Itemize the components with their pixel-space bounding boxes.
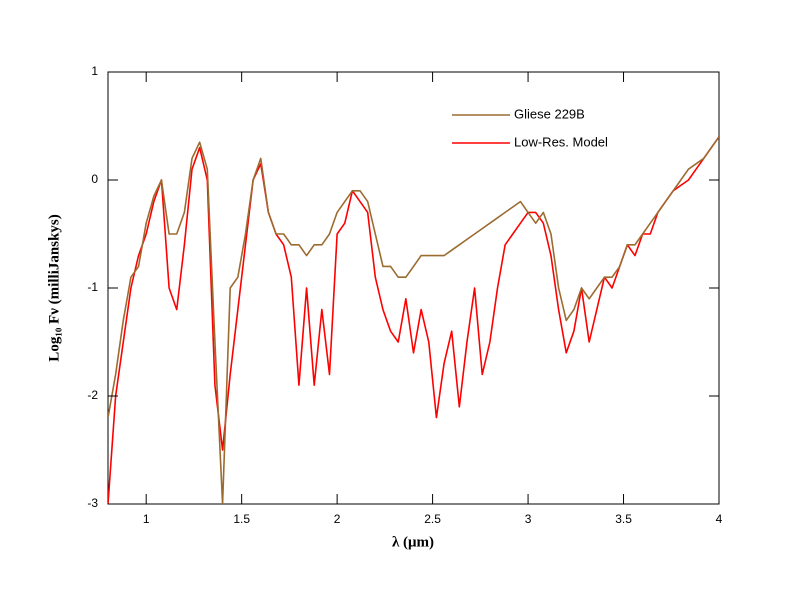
x-tick-label: 1	[143, 512, 150, 526]
x-tick-label: 2	[334, 512, 341, 526]
x-tick-label: 3	[525, 512, 532, 526]
y-axis-label: Log₁₀ Fν (milliJanskys)	[46, 214, 62, 361]
x-tick-label: 4	[716, 512, 723, 526]
y-tick-label: -3	[87, 496, 98, 510]
series-line	[108, 136, 719, 504]
x-axis-label: λ (μm)	[392, 534, 434, 550]
y-tick-label: -1	[87, 280, 98, 294]
legend-label: Low-Res. Model	[514, 134, 608, 149]
x-tick-label: 1.5	[233, 512, 250, 526]
legend-label: Gliese 229B	[514, 106, 585, 121]
y-tick-label: -2	[87, 388, 98, 402]
plot-frame	[107, 71, 720, 505]
x-tick-label: 2.5	[424, 512, 441, 526]
series-line	[108, 136, 719, 504]
y-tick-label: 0	[91, 172, 98, 186]
lines	[108, 136, 719, 504]
x-tick-label: 3.5	[615, 512, 632, 526]
y-tick-label: 1	[91, 64, 98, 78]
